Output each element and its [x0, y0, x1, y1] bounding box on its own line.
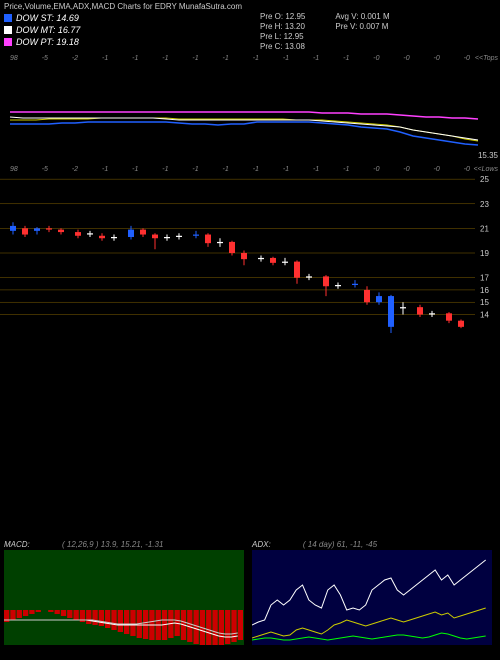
info-value: Pre O: 12.95 [260, 12, 305, 21]
tick-label: -0 [373, 166, 379, 173]
tick-label: 98 [10, 55, 18, 62]
chart-title: Price,Volume,EMA,ADX,MACD Charts for EDR… [0, 0, 500, 13]
tick-label: -0 [373, 55, 379, 62]
tops-label: <<Tops [475, 55, 498, 62]
svg-text:21: 21 [480, 224, 489, 233]
svg-text:25: 25 [480, 175, 489, 184]
tick-label: -2 [72, 166, 78, 173]
tick-label: -1 [283, 166, 289, 173]
info-value: Pre L: 12.95 [260, 32, 305, 41]
svg-text:16: 16 [480, 286, 489, 295]
tick-label: -1 [162, 55, 168, 62]
tick-label: -1 [223, 55, 229, 62]
adx-panel: ADX: ( 14 day) 61, -11, -45 [252, 540, 496, 640]
tick-label: -0 [403, 55, 409, 62]
tick-label: -1 [162, 166, 168, 173]
last-price-label: 15.35 [478, 151, 498, 160]
tick-label: -0 [403, 166, 409, 173]
tick-label: -0 [434, 55, 440, 62]
tick-label: -0 [464, 55, 470, 62]
macd-label: MACD: [4, 540, 30, 549]
upper-line-chart: 98-5-2-1-1-1-1-1-1-1-1-1-0-0-0-0 <<Tops … [0, 55, 500, 162]
tick-label: -1 [283, 55, 289, 62]
tick-label: -1 [223, 166, 229, 173]
macd-panel: MACD: ( 12,26,9 ) 13.9, 15.21, -1.31 [4, 540, 248, 640]
svg-text:23: 23 [480, 200, 489, 209]
legend-item: DOW PT: 19.18 [4, 37, 80, 47]
info-value: Pre C: 13.08 [260, 42, 305, 51]
svg-text:17: 17 [480, 274, 489, 283]
macd-params: ( 12,26,9 ) 13.9, 15.21, -1.31 [62, 540, 163, 549]
spacer [0, 333, 500, 453]
tick-label: -0 [464, 166, 470, 173]
tick-label: -1 [192, 166, 198, 173]
legend-area: DOW ST: 14.69DOW MT: 16.77DOW PT: 19.18 … [0, 13, 500, 47]
tick-label: -1 [132, 166, 138, 173]
tick-label: -1 [102, 55, 108, 62]
legend-item: DOW ST: 14.69 [4, 13, 80, 23]
lows-label: <<Lows [473, 166, 498, 173]
tick-label: 98 [10, 166, 18, 173]
tick-label: -5 [42, 166, 48, 173]
legend-item: DOW MT: 16.77 [4, 25, 80, 35]
tick-label: -1 [313, 166, 319, 173]
svg-text:15: 15 [480, 298, 489, 307]
svg-text:19: 19 [480, 249, 489, 258]
tick-label: -2 [72, 55, 78, 62]
adx-params: ( 14 day) 61, -11, -45 [303, 540, 377, 549]
svg-text:14: 14 [480, 311, 489, 320]
tick-label: -1 [343, 166, 349, 173]
info-value: Avg V: 0.001 M [335, 12, 389, 21]
tick-label: -0 [434, 166, 440, 173]
tick-label: -1 [313, 55, 319, 62]
info-value: Pre V: 0.007 M [335, 22, 389, 31]
tick-label: -1 [343, 55, 349, 62]
adx-label: ADX: [252, 540, 271, 549]
tick-label: -5 [42, 55, 48, 62]
tick-label: -1 [132, 55, 138, 62]
candle-chart: 98-5-2-1-1-1-1-1-1-1-1-1-0-0-0-0 <<Lows … [0, 166, 500, 333]
tick-label: -1 [253, 55, 259, 62]
info-value: Pre H: 13.20 [260, 22, 305, 31]
tick-label: -1 [192, 55, 198, 62]
tick-label: -1 [102, 166, 108, 173]
indicator-row: MACD: ( 12,26,9 ) 13.9, 15.21, -1.31 ADX… [0, 540, 500, 640]
tick-label: -1 [253, 166, 259, 173]
